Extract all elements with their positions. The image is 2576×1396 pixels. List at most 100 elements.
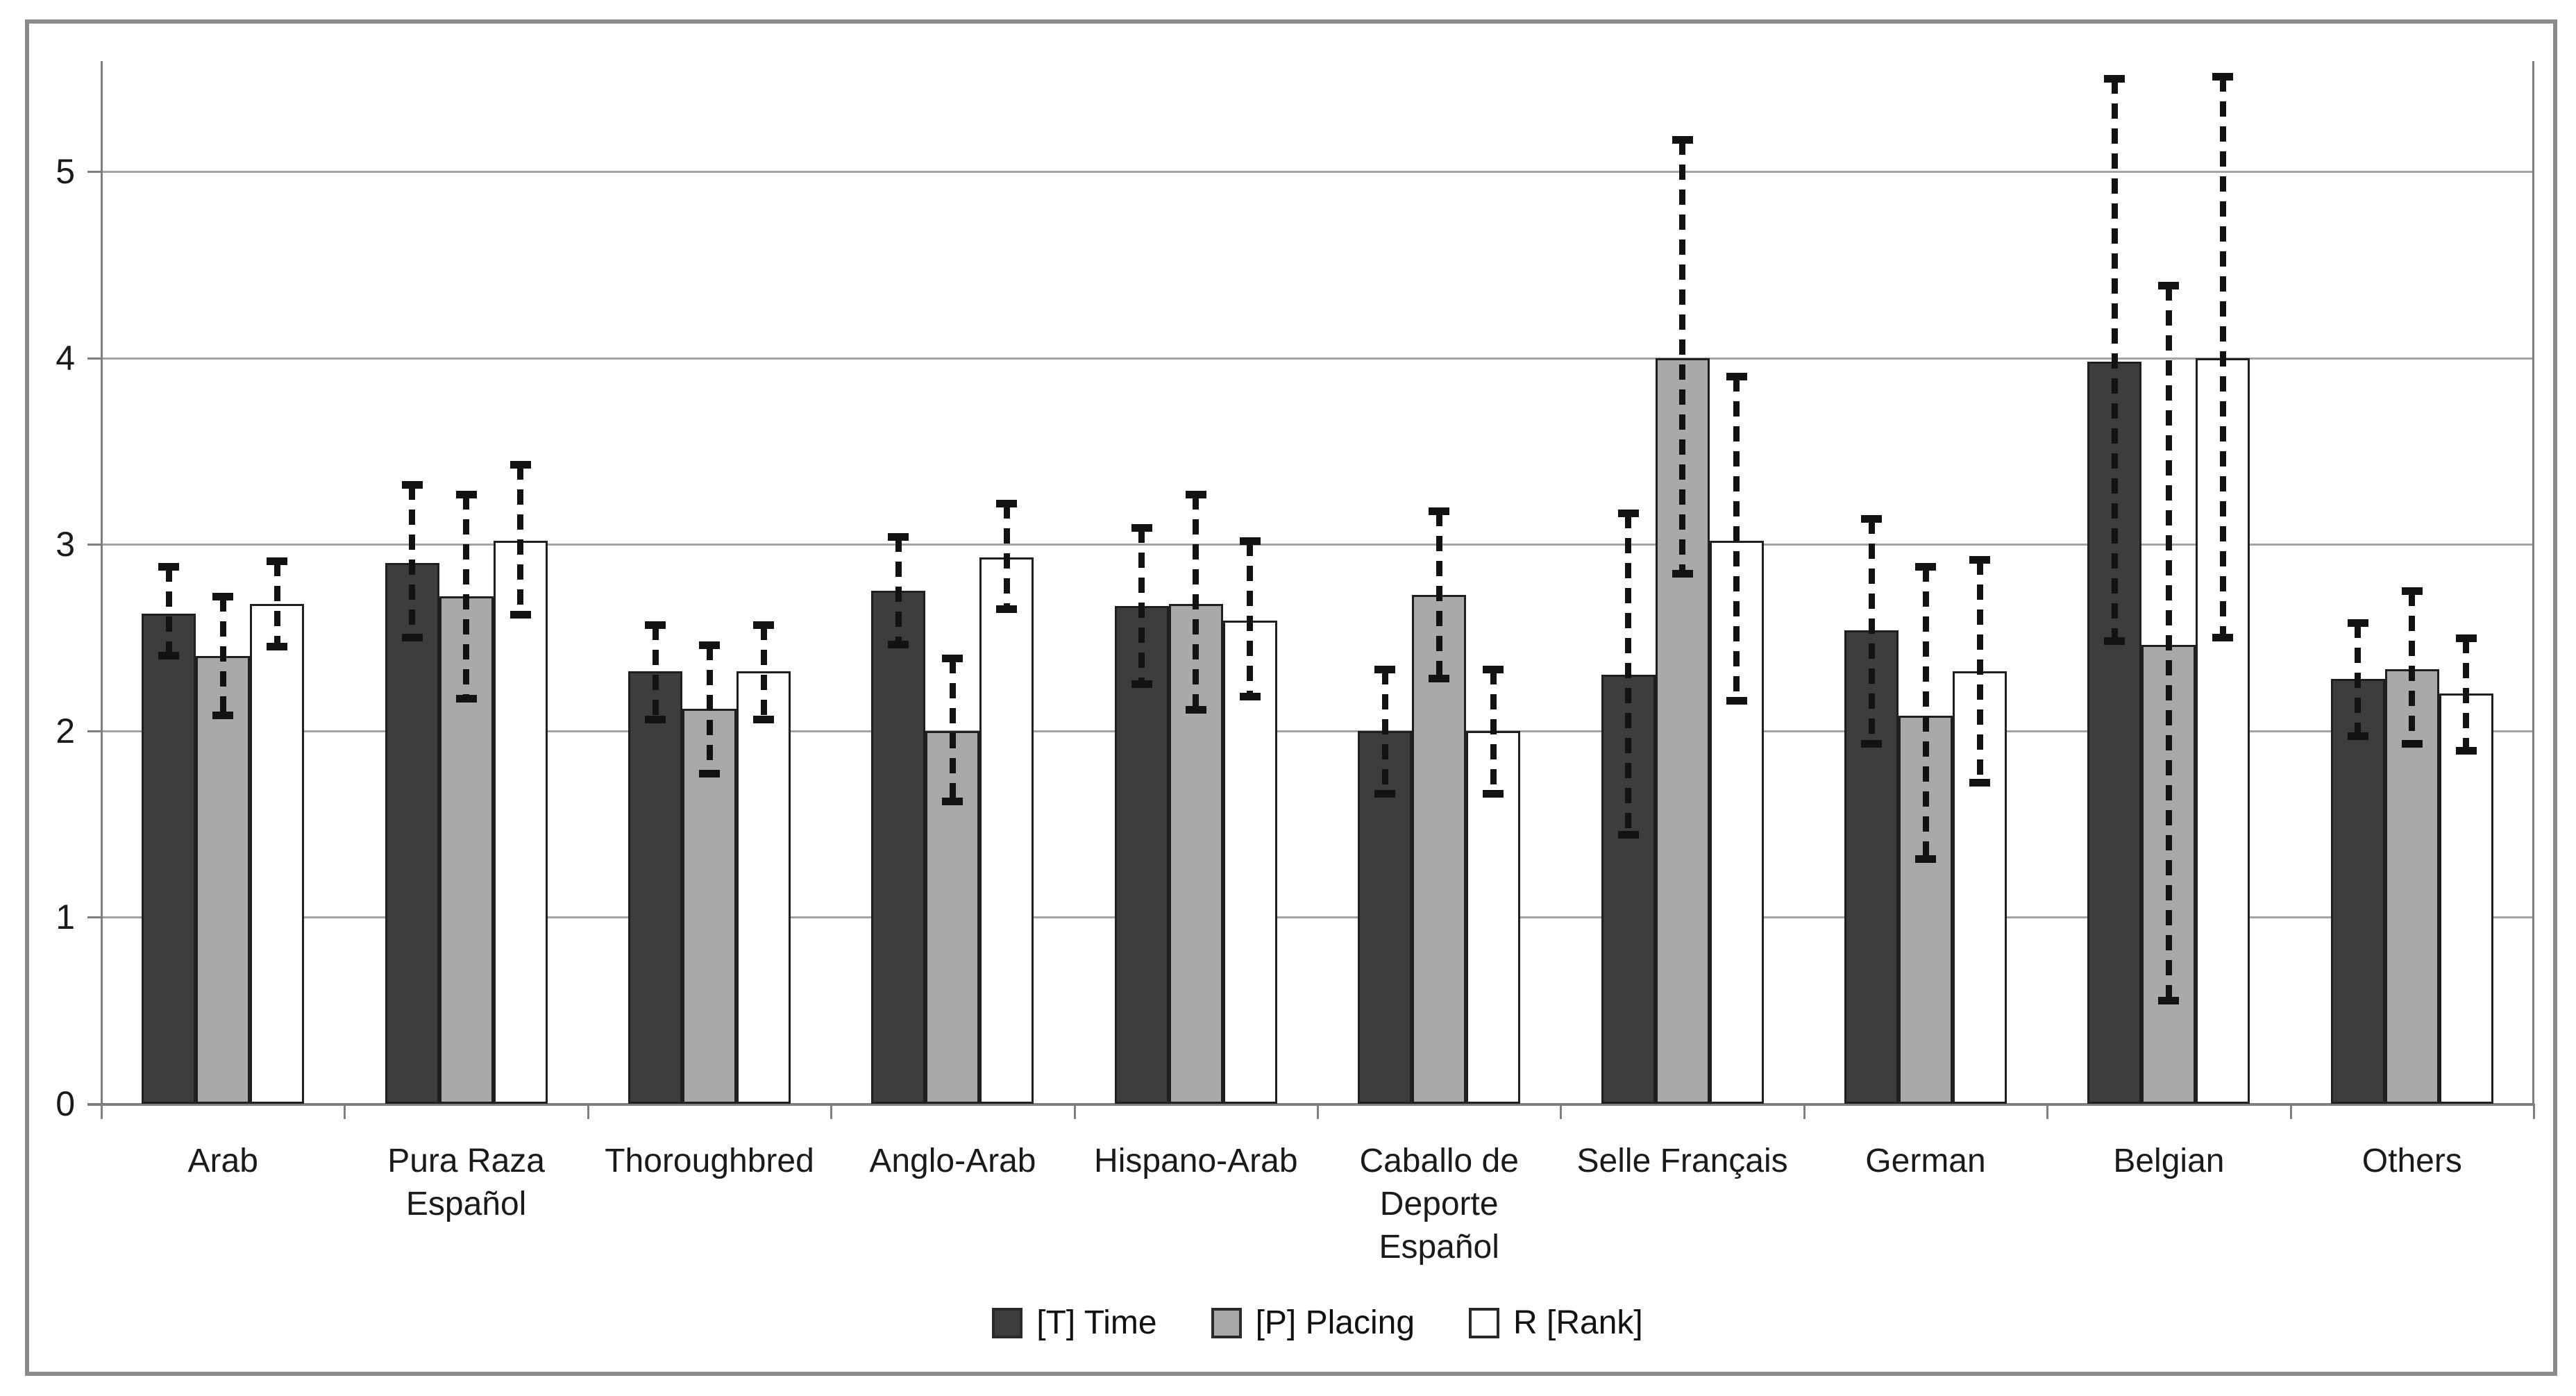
error-bar-cap-top bbox=[1861, 514, 1882, 523]
error-bar-cap-bottom bbox=[2347, 732, 2368, 740]
bar-rrank-0[interactable] bbox=[250, 604, 305, 1104]
error-bar-cap-top bbox=[2347, 619, 2368, 627]
error-bar-cap-top bbox=[942, 655, 963, 663]
error-bar-cap-top bbox=[1915, 563, 1936, 571]
category-label-0: Arab bbox=[187, 1143, 258, 1179]
legend-label-placing: [P] Placing bbox=[1255, 1304, 1415, 1341]
error-bar-cap-bottom bbox=[510, 611, 531, 619]
bar-ttime-9[interactable] bbox=[2330, 678, 2385, 1104]
error-bar-cap-top bbox=[1131, 524, 1152, 532]
error-bar-cap-top bbox=[1969, 555, 1990, 564]
bar-rrank-3[interactable] bbox=[979, 557, 1034, 1104]
y-tick-label-5: 5 bbox=[56, 152, 75, 191]
bar-pplacing-3[interactable] bbox=[925, 730, 980, 1104]
x-tick-mark-10 bbox=[2533, 1104, 2535, 1119]
bar-pplacing-9[interactable] bbox=[2384, 669, 2439, 1104]
error-bar-cap-top bbox=[510, 460, 531, 469]
error-bar-line bbox=[1868, 518, 1875, 744]
error-bar-cap-top bbox=[888, 533, 909, 541]
bar-pplacing-5[interactable] bbox=[1412, 594, 1467, 1104]
error-bar-cap-bottom bbox=[401, 633, 423, 641]
error-bar-line bbox=[652, 624, 659, 720]
bar-rrank-1[interactable] bbox=[493, 540, 548, 1104]
bar-ttime-2[interactable] bbox=[628, 671, 682, 1104]
x-tick-mark-2 bbox=[587, 1104, 589, 1119]
error-bar-cap-top bbox=[2401, 587, 2423, 596]
error-bar-line bbox=[273, 561, 280, 647]
error-bar-cap-top bbox=[1374, 666, 1396, 674]
gridline-3 bbox=[101, 544, 2534, 546]
category-label-5: Caballo de Deporte Español bbox=[1359, 1143, 1519, 1265]
x-tick-mark-4 bbox=[1073, 1104, 1076, 1119]
error-bar-line bbox=[1625, 512, 1632, 836]
error-bar-line bbox=[949, 658, 956, 802]
error-bar-cap-bottom bbox=[1483, 790, 1504, 798]
category-label-9: Others bbox=[2362, 1143, 2462, 1179]
error-bar-line bbox=[1247, 540, 1254, 698]
y-tick-mark-4 bbox=[87, 357, 101, 360]
legend-swatch-placing bbox=[1211, 1307, 1242, 1338]
bar-rrank-2[interactable] bbox=[736, 671, 791, 1104]
category-label-7: German bbox=[1865, 1143, 1986, 1179]
legend-item-placing[interactable]: [P] Placing bbox=[1211, 1304, 1415, 1342]
x-tick-mark-8 bbox=[2046, 1104, 2049, 1119]
error-bar-cap-bottom bbox=[645, 715, 666, 723]
legend-item-rank[interactable]: R [Rank] bbox=[1469, 1304, 1643, 1342]
error-bar-cap-top bbox=[1185, 490, 1206, 498]
error-bar-cap-bottom bbox=[1915, 855, 1936, 864]
legend-item-time[interactable]: [T] Time bbox=[992, 1304, 1157, 1342]
error-bar-line bbox=[1436, 510, 1442, 679]
error-bar-cap-top bbox=[996, 500, 1018, 508]
error-bar-line bbox=[2409, 591, 2416, 744]
error-bar-line bbox=[2111, 78, 2118, 641]
error-bar-cap-top bbox=[267, 557, 288, 566]
y-tick-mark-3 bbox=[87, 544, 101, 546]
error-bar-cap-bottom bbox=[1969, 779, 1990, 787]
y-tick-mark-0 bbox=[87, 1103, 101, 1105]
legend: [T] Time [P] Placing R [Rank] bbox=[101, 1304, 2534, 1342]
category-label-4: Hispano-Arab bbox=[1094, 1143, 1298, 1179]
error-bar-cap-top bbox=[753, 621, 774, 629]
legend-swatch-time bbox=[992, 1307, 1023, 1338]
y-axis-line bbox=[101, 61, 103, 1119]
error-bar-line bbox=[1193, 494, 1199, 711]
x-tick-mark-5 bbox=[1317, 1104, 1319, 1119]
error-bar-cap-top bbox=[1726, 373, 1747, 381]
error-bar-cap-bottom bbox=[1429, 674, 1450, 682]
category-label-2: Thoroughbred bbox=[605, 1143, 814, 1179]
gridline-1 bbox=[101, 916, 2534, 919]
error-bar-cap-top bbox=[401, 481, 423, 489]
x-tick-mark-9 bbox=[2289, 1104, 2292, 1119]
error-bar-line bbox=[463, 494, 470, 700]
bar-pplacing-0[interactable] bbox=[196, 656, 251, 1104]
bar-ttime-1[interactable] bbox=[385, 563, 439, 1104]
error-bar-cap-top bbox=[2212, 73, 2234, 81]
error-bar-cap-bottom bbox=[158, 652, 180, 660]
error-bar-cap-top bbox=[1429, 507, 1450, 515]
error-bar-cap-bottom bbox=[2401, 739, 2423, 748]
bar-rrank-4[interactable] bbox=[1222, 621, 1277, 1104]
x-tick-mark-6 bbox=[1560, 1104, 1563, 1119]
error-bar-cap-bottom bbox=[1726, 696, 1747, 705]
figure-border bbox=[25, 19, 2557, 1376]
error-bar-line bbox=[706, 645, 713, 774]
legend-swatch-rank bbox=[1469, 1307, 1500, 1338]
error-bar-cap-top bbox=[2455, 634, 2477, 642]
y-tick-mark-1 bbox=[87, 916, 101, 919]
bar-ttime-3[interactable] bbox=[871, 591, 926, 1104]
bar-ttime-4[interactable] bbox=[1114, 605, 1169, 1104]
x-tick-mark-0 bbox=[101, 1104, 103, 1119]
error-bar-cap-bottom bbox=[996, 605, 1018, 614]
error-bar-cap-top bbox=[2104, 74, 2125, 83]
error-bar-cap-top bbox=[455, 490, 477, 498]
category-label-3: Anglo-Arab bbox=[869, 1143, 1036, 1179]
legend-label-time: [T] Time bbox=[1036, 1304, 1157, 1341]
bar-ttime-0[interactable] bbox=[142, 613, 196, 1104]
error-bar-cap-bottom bbox=[1861, 739, 1882, 748]
y-tick-label-4: 4 bbox=[56, 338, 75, 378]
bar-rrank-9[interactable] bbox=[2439, 693, 2493, 1104]
bar-rrank-8[interactable] bbox=[2196, 358, 2250, 1104]
error-bar-line bbox=[1138, 528, 1145, 684]
error-bar-cap-bottom bbox=[942, 797, 963, 805]
